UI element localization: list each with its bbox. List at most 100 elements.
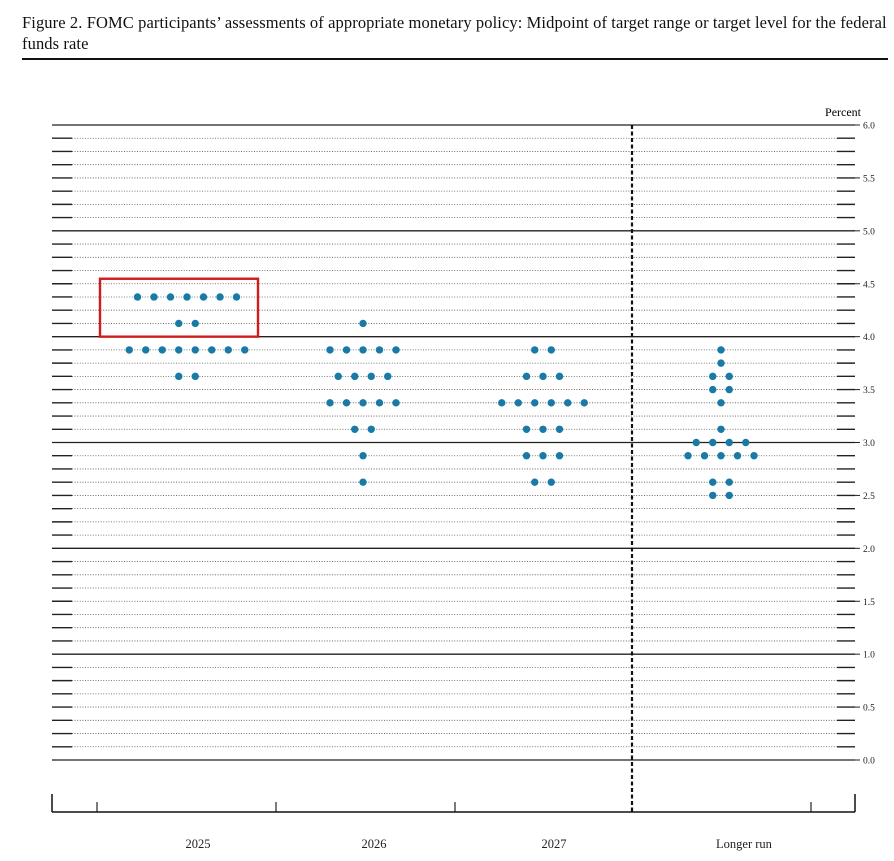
participant-dot [498,399,506,407]
participant-dot [342,346,351,354]
participant-dot [359,399,367,407]
participant-dot [531,478,539,486]
participant-dot [555,425,564,433]
highlight-layer [98,277,260,338]
participant-dot [531,346,539,354]
x-category-label: 2026 [362,837,387,851]
participant-dot [175,346,183,354]
participant-dot [367,372,375,381]
participant-dot [367,425,375,433]
participant-dot [359,346,367,354]
participant-dot [392,346,400,354]
participant-dot [547,346,555,354]
participant-dot [717,399,725,407]
y-tick-label: 4.0 [863,333,875,343]
participant-dot [539,425,547,433]
participant-dot [150,293,158,301]
participant-dot [725,438,733,447]
participant-dot [717,359,725,367]
participant-dot [709,478,717,486]
y-tick-label: 2.0 [863,545,875,555]
y-tick-label: 3.0 [863,439,875,449]
participant-dot [375,346,384,354]
participant-dot [717,346,725,354]
participant-dot [326,346,334,354]
participant-dot [522,452,531,460]
participant-dot [742,438,750,447]
x-category-label: 2025 [186,837,211,851]
participant-dot [133,293,142,301]
y-tick-labels: 0.0 0.5 1.0 1.5 2.0 2.5 3.0 3.5 4.0 4.5 5.0 5.5 6.0 [863,122,875,767]
participant-dot [142,346,150,354]
participant-dot [555,372,564,381]
participant-dot [191,319,199,328]
participant-dot [216,293,224,301]
participant-dot [175,372,183,381]
y-tick-label: 5.0 [863,227,875,237]
participant-dot [547,399,555,407]
x-axis: 2025 2026 2027 Longer run [51,125,856,851]
participant-dot [733,452,742,460]
participant-dot [522,372,531,381]
participant-dot [531,399,539,407]
y-tick-label: 1.5 [863,598,875,608]
x-category-label: 2027 [542,837,567,851]
y-tick-label: 0.0 [863,757,875,767]
participant-dot [342,399,351,407]
participant-dot [717,452,725,460]
participant-dot [725,491,733,500]
participant-dot [725,478,733,486]
participant-dot [375,399,384,407]
participant-dot [125,346,133,354]
y-tick-label: 1.0 [863,651,875,661]
highlight-box [98,277,260,338]
participant-dot [166,293,175,301]
participant-dot [700,452,709,460]
participant-dot [392,399,400,407]
participant-dot [564,399,572,407]
participant-dot [191,372,199,381]
title-rule [22,58,888,60]
participant-dot [232,293,241,301]
y-tick-label: 4.5 [863,280,875,290]
participant-dot [547,478,555,486]
participant-dot [709,438,717,447]
participant-dot [514,399,522,407]
participant-dot [717,425,725,433]
participant-dot [208,346,216,354]
grid-layer [52,124,860,761]
participant-dot [750,452,758,460]
y-tick-label: 6.0 [863,122,875,132]
y-tick-label: 5.5 [863,174,875,184]
participant-dot [158,346,166,354]
y-tick-label: 3.5 [863,386,875,396]
participant-dot [725,372,733,381]
y-unit-label: Percent [825,105,862,119]
participant-dot [692,438,700,447]
participant-dot [709,385,717,394]
participant-dot [580,399,588,407]
participant-dot [326,399,334,407]
participant-dot [199,293,208,301]
participant-dot [224,346,232,354]
participant-dot [351,372,359,381]
y-tick-label: 2.5 [863,492,875,502]
participant-dot [539,372,547,381]
x-category-label: Longer run [716,837,773,851]
y-tick-label: 0.5 [863,704,875,714]
participant-dot [334,372,342,381]
participant-dot [191,346,199,354]
participant-dot [359,319,367,328]
figure-title: Figure 2. FOMC participants’ assessments… [22,13,887,53]
participant-dot [384,372,392,381]
participant-dot [183,293,191,301]
participant-dot [539,452,547,460]
participant-dot [522,425,531,433]
participant-dot [709,372,717,381]
participant-dot [175,319,183,328]
participant-dot [241,346,249,354]
participant-dot [359,478,367,486]
participant-dot [725,385,733,394]
dots-layer [125,293,758,500]
